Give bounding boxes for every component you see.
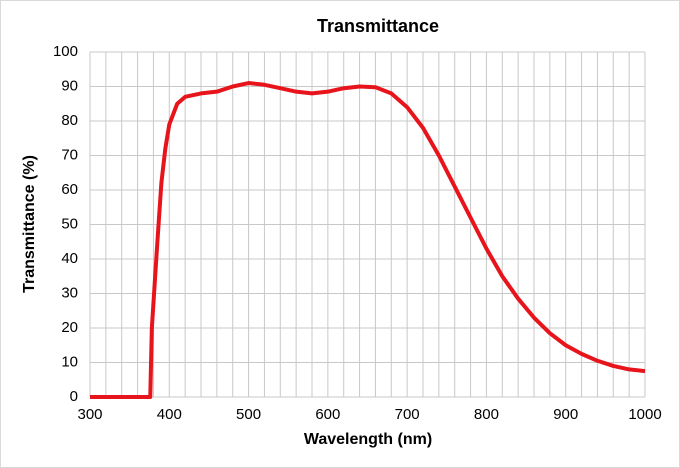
x-tick-label: 300	[77, 406, 102, 423]
x-tick-label: 600	[315, 406, 340, 423]
y-tick-label: 70	[61, 146, 78, 163]
y-tick-label: 60	[61, 181, 78, 198]
y-tick-label: 10	[61, 353, 78, 370]
y-tick-label: 100	[53, 43, 78, 60]
y-tick-label: 90	[61, 77, 78, 94]
x-axis-label: Wavelength (nm)	[304, 431, 432, 448]
y-tick-label: 40	[61, 250, 78, 267]
y-axis-label: Transmittance (%)	[21, 155, 38, 293]
chart-title: Transmittance	[317, 16, 439, 36]
y-tick-label: 20	[61, 319, 78, 336]
x-tick-label: 800	[474, 406, 499, 423]
y-tick-label: 80	[61, 112, 78, 129]
x-tick-label: 900	[553, 406, 578, 423]
x-tick-label: 400	[157, 406, 182, 423]
y-tick-label: 30	[61, 284, 78, 301]
x-tick-label: 1000	[628, 406, 661, 423]
y-tick-label: 50	[61, 215, 78, 232]
x-tick-label: 500	[236, 406, 261, 423]
y-tick-label: 0	[70, 388, 78, 405]
line-series	[90, 81, 646, 399]
x-tick-label: 700	[395, 406, 420, 423]
